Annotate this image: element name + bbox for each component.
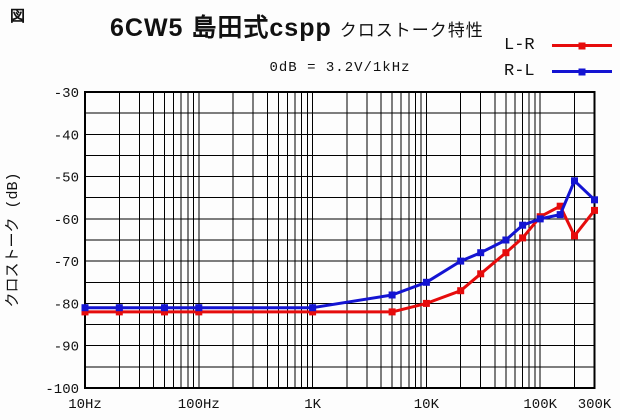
data-point-marker xyxy=(591,196,598,204)
data-point-marker xyxy=(536,215,544,223)
data-point-marker xyxy=(477,270,485,278)
data-point-marker xyxy=(422,299,430,307)
legend-item-l-r: L-R xyxy=(504,36,612,55)
data-point-marker xyxy=(81,308,89,316)
data-point-marker xyxy=(195,304,203,312)
data-point-marker xyxy=(502,236,510,244)
series-line-R-L xyxy=(85,179,596,310)
chart-title-sub: クロストーク特性 xyxy=(339,21,484,40)
y-tick-label: -90 xyxy=(54,340,79,356)
y-tick-label: -80 xyxy=(54,297,79,313)
legend-label-r-l: R-L xyxy=(504,62,535,81)
data-point-marker xyxy=(161,308,168,316)
plot-border xyxy=(84,91,596,389)
x-tick-label: 1K xyxy=(304,397,321,413)
x-tick-label: 100K xyxy=(523,397,557,413)
y-tick-label: -40 xyxy=(54,128,79,144)
y-tick-label: -30 xyxy=(54,86,79,102)
chart-title-main: 6CW5 島田式cspp xyxy=(110,14,332,42)
figure-label: 図 xyxy=(10,8,26,25)
data-point-marker xyxy=(309,308,317,316)
data-point-marker xyxy=(591,206,598,214)
data-point-marker xyxy=(422,278,430,286)
x-tick-label: 300K xyxy=(578,397,612,413)
data-point-marker xyxy=(457,257,465,265)
data-point-marker xyxy=(571,177,578,185)
data-point-marker xyxy=(556,211,564,219)
y-tick-label: -100 xyxy=(45,382,79,398)
legend-marker-l-r xyxy=(578,42,586,49)
y-axis-title: クロストーク (dB) xyxy=(4,172,22,307)
legend-line-r-l xyxy=(552,68,612,75)
data-point-marker xyxy=(571,232,578,240)
data-point-marker xyxy=(309,304,317,312)
legend-label-l-r: L-R xyxy=(504,36,535,55)
x-tick-label: 10Hz xyxy=(68,397,102,413)
x-tick-label: 10K xyxy=(414,397,440,413)
data-point-marker xyxy=(457,287,465,295)
x-tick-label: 100Hz xyxy=(178,397,220,413)
data-point-marker xyxy=(477,249,485,257)
data-point-marker xyxy=(502,249,510,257)
y-tick-label: -50 xyxy=(54,171,79,187)
legend-line-l-r xyxy=(552,42,612,49)
y-tick-label: -70 xyxy=(54,255,79,271)
data-point-marker xyxy=(519,234,527,242)
data-point-marker xyxy=(195,308,203,316)
reference-level-note: 0dB = 3.2V/1kHz xyxy=(269,60,411,76)
data-point-marker xyxy=(115,308,123,316)
data-point-marker xyxy=(81,304,89,312)
legend: L-R R-L xyxy=(504,36,612,81)
data-point-marker xyxy=(519,221,527,229)
data-point-marker xyxy=(556,202,564,210)
chart-title: 6CW5 島田式cspp クロストーク特性 xyxy=(110,8,484,44)
series-line-L-R xyxy=(85,204,596,314)
legend-marker-r-l xyxy=(578,68,586,75)
data-point-marker xyxy=(388,291,396,299)
data-point-marker xyxy=(115,304,123,312)
legend-item-r-l: R-L xyxy=(504,62,612,81)
data-point-marker xyxy=(161,304,168,312)
data-point-marker xyxy=(388,308,396,316)
y-tick-label: -60 xyxy=(54,213,79,229)
